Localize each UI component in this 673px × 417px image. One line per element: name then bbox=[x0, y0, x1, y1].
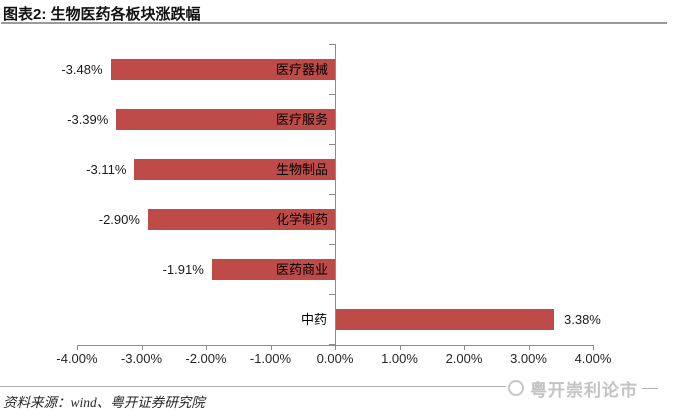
bar-category-label: 医疗服务 bbox=[275, 111, 328, 127]
bar-value-label: -2.90% bbox=[98, 211, 140, 227]
x-axis-tick-label: -2.00% bbox=[185, 351, 227, 366]
bar bbox=[336, 308, 554, 330]
x-axis-tick-label: 4.00% bbox=[574, 351, 612, 366]
footer-divider bbox=[0, 386, 506, 387]
bar bbox=[147, 208, 335, 230]
category-axis-tick bbox=[329, 344, 335, 345]
bar-category-label: 生物制品 bbox=[275, 161, 328, 177]
chart-title: 图表2: 生物医药各板块涨跌幅 bbox=[3, 6, 201, 23]
bar-value-label: -3.39% bbox=[67, 111, 109, 127]
bar-value-label: -3.48% bbox=[61, 61, 103, 77]
category-axis-tick bbox=[329, 144, 335, 145]
x-axis-tick-label: 0.00% bbox=[316, 351, 354, 366]
x-axis-tick-label: -3.00% bbox=[120, 351, 163, 366]
category-axis-tick bbox=[329, 194, 335, 195]
value-axis-zero-line bbox=[335, 44, 336, 346]
bar bbox=[211, 258, 335, 280]
x-axis-tick bbox=[593, 345, 594, 350]
x-axis-tick bbox=[464, 345, 465, 350]
x-axis-tick bbox=[528, 345, 530, 350]
bar-category-label: 医疗器械 bbox=[275, 61, 328, 77]
x-axis-tick-label: 2.00% bbox=[445, 351, 483, 366]
bar bbox=[134, 158, 335, 180]
x-axis-tick bbox=[335, 345, 336, 350]
x-axis-tick-label: 3.00% bbox=[510, 351, 547, 366]
bar-category-label: 化学制药 bbox=[275, 211, 328, 227]
x-axis-tick bbox=[77, 345, 78, 350]
x-axis-tick-label: 1.00% bbox=[381, 351, 418, 366]
x-axis-tick bbox=[399, 345, 401, 350]
circle-logo-icon bbox=[508, 380, 524, 396]
x-axis-tick bbox=[270, 345, 272, 350]
x-axis-tick-label: -4.00% bbox=[56, 351, 98, 366]
watermark: 粤开崇利论市 bbox=[508, 377, 658, 400]
category-axis-tick bbox=[329, 244, 335, 245]
watermark-dash bbox=[642, 387, 658, 389]
x-axis-tick-label: -1.00% bbox=[249, 351, 292, 366]
bar-value-label: 3.38% bbox=[564, 311, 601, 327]
source-note: 资料来源：wind、粤开证券研究院 bbox=[3, 395, 205, 410]
bar bbox=[116, 108, 335, 130]
x-axis-tick bbox=[141, 345, 143, 350]
bar-category-label: 中药 bbox=[300, 311, 327, 327]
category-axis-tick bbox=[329, 294, 335, 295]
x-axis-tick bbox=[206, 345, 207, 350]
category-axis-tick bbox=[329, 44, 335, 45]
category-axis-tick bbox=[329, 94, 335, 95]
bar bbox=[110, 58, 335, 80]
bar-value-label: -1.91% bbox=[162, 261, 204, 277]
title-divider bbox=[1, 22, 667, 24]
bar-category-label: 医药商业 bbox=[275, 261, 328, 277]
bar-value-label: -3.11% bbox=[86, 161, 127, 177]
watermark-text: 粤开崇利论市 bbox=[530, 380, 638, 400]
